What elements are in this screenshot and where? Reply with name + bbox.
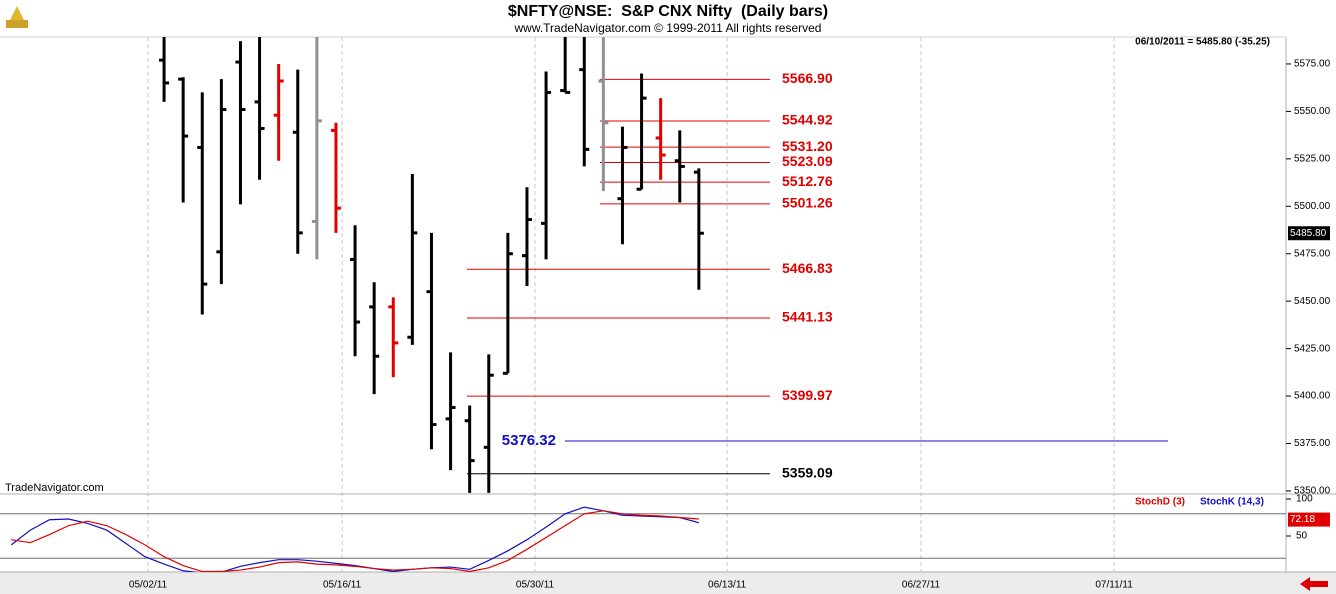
level-label: 5544.92 bbox=[782, 112, 833, 128]
y-tick-label: 5375.00 bbox=[1294, 438, 1331, 449]
level-label: 5399.97 bbox=[782, 387, 833, 403]
y-tick-label: 5525.00 bbox=[1294, 153, 1331, 164]
quote-label: 06/10/2011 = 5485.80 (-35.25) bbox=[1135, 37, 1270, 48]
y-tick-label: 5500.00 bbox=[1294, 201, 1331, 212]
chart-title: $NFTY@NSE: S&P CNX Nifty (Daily bars) bbox=[508, 3, 828, 20]
level-label: 5512.76 bbox=[782, 173, 833, 189]
y-tick-label: 5350.00 bbox=[1294, 486, 1331, 497]
y-tick-label: 5475.00 bbox=[1294, 248, 1331, 259]
y-tick-label: 100 bbox=[1296, 494, 1313, 505]
stoch-plot bbox=[0, 506, 1286, 572]
level-label: 5376.32 bbox=[502, 432, 556, 449]
last-price-badge bbox=[1288, 226, 1330, 241]
level-label: 5501.26 bbox=[782, 195, 833, 211]
last-value-label: 72.18 bbox=[1290, 514, 1315, 525]
stoch-line bbox=[10, 506, 700, 572]
last-price-label: 5485.80 bbox=[1290, 228, 1327, 239]
legend-label: StochK (14,3) bbox=[1200, 497, 1264, 508]
price-plot bbox=[159, 37, 1168, 493]
y-tick-label: 5575.00 bbox=[1294, 59, 1331, 70]
x-tick-label: 06/13/11 bbox=[708, 580, 747, 591]
watermark: TradeNavigator.com bbox=[5, 482, 104, 494]
x-tick-label: 05/30/11 bbox=[516, 580, 555, 591]
legend-label: StochD (3) bbox=[1135, 497, 1185, 508]
y-tick-label: 5400.00 bbox=[1294, 391, 1331, 402]
level-label: 5531.20 bbox=[782, 138, 833, 154]
level-label: 5441.13 bbox=[782, 309, 833, 325]
level-label: 5566.90 bbox=[782, 70, 833, 86]
x-tick-label: 06/27/11 bbox=[902, 580, 941, 591]
last-value-badge bbox=[1288, 512, 1330, 527]
y-tick-label: 5425.00 bbox=[1294, 343, 1331, 354]
y-tick-label: 50 bbox=[1296, 531, 1308, 542]
stoch-line bbox=[11, 510, 699, 572]
scroll-arrow[interactable] bbox=[1300, 577, 1328, 591]
y-tick-label: 5450.00 bbox=[1294, 296, 1331, 307]
chart-subtitle: www.TradeNavigator.com © 1999-2011 All r… bbox=[514, 21, 822, 35]
level-label: 5523.09 bbox=[782, 153, 833, 169]
level-label: 5466.83 bbox=[782, 260, 833, 276]
date-axis-band bbox=[0, 572, 1336, 594]
x-tick-label: 05/16/11 bbox=[323, 580, 362, 591]
level-label: 5359.09 bbox=[782, 464, 833, 480]
app-icon bbox=[6, 6, 28, 28]
x-tick-label: 05/02/11 bbox=[129, 580, 168, 591]
x-tick-label: 07/11/11 bbox=[1095, 580, 1133, 591]
y-tick-label: 5550.00 bbox=[1294, 106, 1331, 117]
